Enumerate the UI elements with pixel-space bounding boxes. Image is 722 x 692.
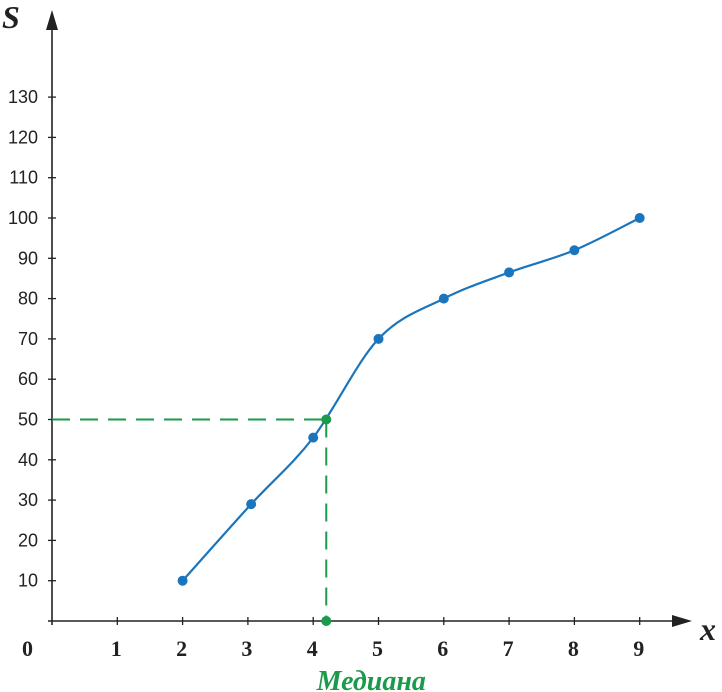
data-point xyxy=(569,245,580,256)
data-point xyxy=(373,333,384,344)
x-tick-label: 1 xyxy=(111,636,122,661)
x-tick-label: 2 xyxy=(176,636,187,661)
series-line xyxy=(181,217,641,582)
y-axis-arrow xyxy=(46,10,58,30)
ticks: 10 20 30 40 50 60 70 80 90 100 110 120 130 1 2 3 4 5 6 7 8 9 xyxy=(8,87,644,661)
data-point xyxy=(177,575,188,586)
axes xyxy=(46,10,692,627)
data-point xyxy=(308,432,319,443)
median-guides xyxy=(52,418,328,621)
data-point xyxy=(438,293,449,304)
median-axis-point xyxy=(321,616,332,626)
y-tick-label: 10 xyxy=(18,571,38,591)
data-point xyxy=(634,213,645,223)
data-point xyxy=(246,499,257,510)
y-tick-label: 40 xyxy=(18,450,38,470)
y-tick-label: 70 xyxy=(18,329,38,349)
median-label: Медиана xyxy=(316,666,426,692)
x-axis-arrow xyxy=(672,615,692,627)
y-tick-label: 130 xyxy=(8,87,38,107)
y-tick-label: 60 xyxy=(18,369,38,389)
x-axis-title: x xyxy=(699,611,716,647)
series xyxy=(177,213,645,626)
x-tick-label: 5 xyxy=(372,636,383,661)
origin-label: 0 xyxy=(22,636,33,661)
data-point xyxy=(504,267,515,278)
y-tick-label: 20 xyxy=(18,530,38,550)
x-tick-label: 7 xyxy=(503,636,514,661)
y-tick-label: 110 xyxy=(9,168,38,188)
y-tick-label: 90 xyxy=(18,248,38,268)
x-tick-label: 8 xyxy=(568,636,579,661)
y-tick-label: 120 xyxy=(8,127,38,147)
x-tick-label: 4 xyxy=(307,636,318,661)
x-tick-label: 3 xyxy=(241,636,252,661)
x-tick-label: 6 xyxy=(437,636,448,661)
y-tick-label: 30 xyxy=(18,490,38,510)
y-tick-label: 100 xyxy=(8,208,38,228)
x-tick-label: 9 xyxy=(633,636,644,661)
y-axis-title: S xyxy=(2,0,20,35)
y-tick-label: 50 xyxy=(18,410,38,430)
y-tick-label: 80 xyxy=(18,289,38,309)
median-point xyxy=(321,414,332,425)
